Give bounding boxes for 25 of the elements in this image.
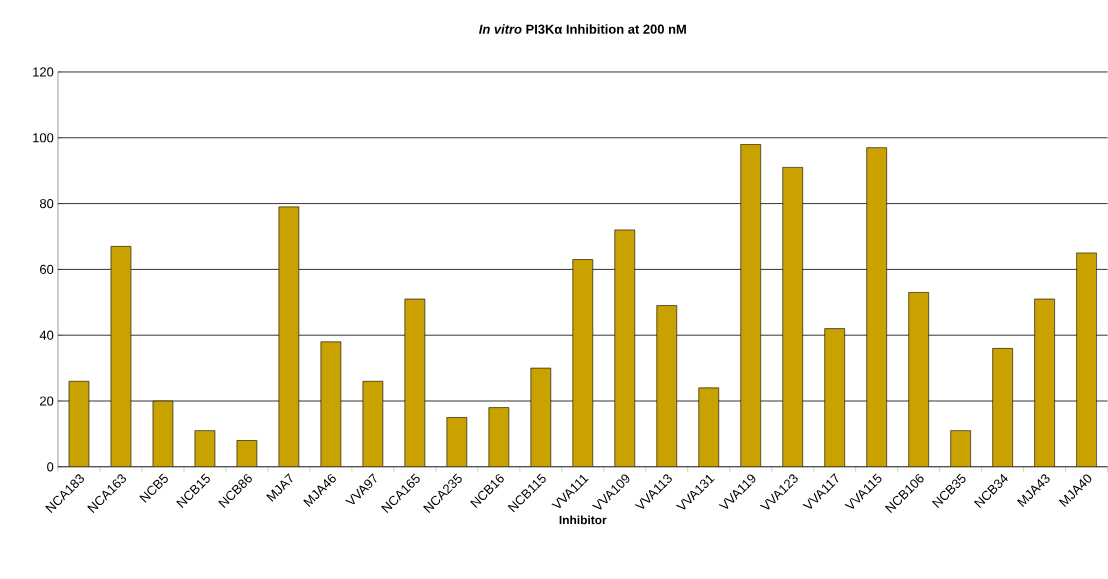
y-tick-label: 0: [47, 462, 54, 472]
bar: [908, 292, 929, 467]
bar: [614, 230, 635, 467]
chart-title: In vitro PI3Kα Inhibition at 200 nM: [479, 24, 686, 34]
bar: [530, 368, 551, 467]
bar: [1076, 252, 1097, 467]
bar: [698, 387, 719, 467]
x-axis-title: Inhibitor: [559, 515, 607, 525]
bar: [446, 417, 467, 467]
bar: [488, 407, 509, 467]
y-tick-label: 120: [33, 67, 54, 77]
bar: [740, 144, 761, 467]
bar: [866, 147, 887, 467]
y-tick-label: 100: [33, 133, 54, 143]
bar: [572, 259, 593, 467]
bar: [824, 328, 845, 467]
y-tick-label: 80: [39, 199, 54, 209]
y-tick-label: 60: [40, 264, 54, 275]
bar: [992, 348, 1013, 467]
y-tick-label: 40: [39, 330, 54, 340]
bar: [656, 305, 677, 467]
bar: [950, 430, 971, 467]
bar: [782, 167, 803, 467]
bar: [1034, 299, 1055, 467]
y-tick-label: 20: [40, 396, 54, 406]
